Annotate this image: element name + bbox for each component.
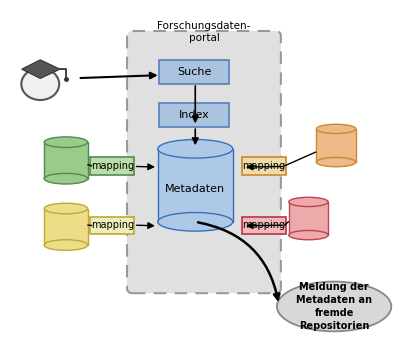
Polygon shape: [316, 129, 356, 162]
Polygon shape: [289, 202, 328, 235]
Ellipse shape: [316, 157, 356, 167]
FancyBboxPatch shape: [159, 103, 229, 127]
Ellipse shape: [44, 173, 88, 184]
Ellipse shape: [316, 124, 356, 134]
Polygon shape: [44, 208, 88, 245]
Ellipse shape: [277, 282, 391, 332]
Ellipse shape: [44, 137, 88, 148]
Text: Index: Index: [179, 110, 210, 120]
Text: Suche: Suche: [177, 67, 211, 76]
Ellipse shape: [44, 203, 88, 214]
FancyBboxPatch shape: [242, 157, 286, 175]
Polygon shape: [44, 142, 88, 179]
FancyBboxPatch shape: [127, 31, 281, 293]
Ellipse shape: [44, 240, 88, 250]
Text: mapping: mapping: [242, 161, 286, 171]
Polygon shape: [22, 60, 60, 79]
Text: mapping: mapping: [91, 220, 134, 231]
FancyBboxPatch shape: [90, 157, 134, 175]
Text: Meldung der
Metadaten an
fremde
Repositorien: Meldung der Metadaten an fremde Reposito…: [296, 282, 372, 331]
Text: Forschungsdaten-
portal: Forschungsdaten- portal: [157, 21, 251, 42]
Text: mapping: mapping: [242, 220, 286, 231]
FancyBboxPatch shape: [242, 217, 286, 235]
Ellipse shape: [158, 139, 233, 158]
Polygon shape: [158, 149, 233, 222]
Ellipse shape: [289, 231, 328, 240]
Text: Metadaten: Metadaten: [165, 184, 225, 194]
Ellipse shape: [158, 212, 233, 231]
Circle shape: [21, 68, 59, 100]
Text: mapping: mapping: [91, 161, 134, 171]
FancyBboxPatch shape: [159, 59, 229, 84]
FancyBboxPatch shape: [90, 217, 134, 235]
Ellipse shape: [289, 197, 328, 207]
